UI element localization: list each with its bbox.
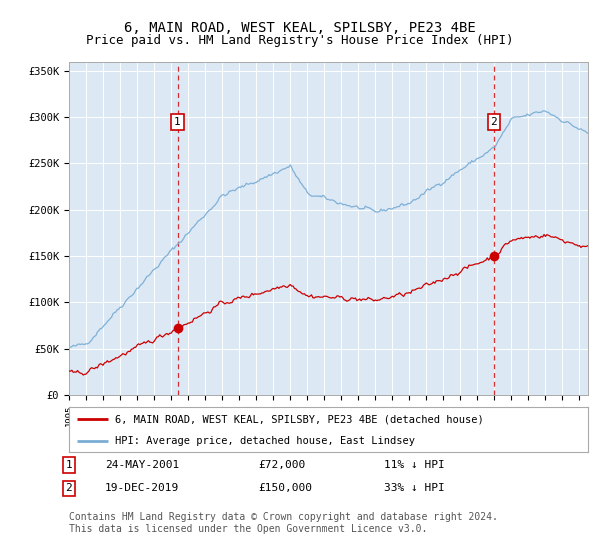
Text: 1: 1 — [65, 460, 73, 470]
Text: 6, MAIN ROAD, WEST KEAL, SPILSBY, PE23 4BE: 6, MAIN ROAD, WEST KEAL, SPILSBY, PE23 4… — [124, 21, 476, 35]
Text: £150,000: £150,000 — [258, 483, 312, 493]
Text: 24-MAY-2001: 24-MAY-2001 — [105, 460, 179, 470]
Text: 33% ↓ HPI: 33% ↓ HPI — [384, 483, 445, 493]
Text: HPI: Average price, detached house, East Lindsey: HPI: Average price, detached house, East… — [115, 436, 415, 446]
Text: 2: 2 — [65, 483, 73, 493]
Text: Contains HM Land Registry data © Crown copyright and database right 2024.
This d: Contains HM Land Registry data © Crown c… — [69, 512, 498, 534]
Text: 2: 2 — [490, 117, 497, 127]
Text: 11% ↓ HPI: 11% ↓ HPI — [384, 460, 445, 470]
Text: £72,000: £72,000 — [258, 460, 305, 470]
Text: 1: 1 — [174, 117, 181, 127]
Text: Price paid vs. HM Land Registry's House Price Index (HPI): Price paid vs. HM Land Registry's House … — [86, 34, 514, 46]
Text: 6, MAIN ROAD, WEST KEAL, SPILSBY, PE23 4BE (detached house): 6, MAIN ROAD, WEST KEAL, SPILSBY, PE23 4… — [115, 414, 484, 424]
Text: 19-DEC-2019: 19-DEC-2019 — [105, 483, 179, 493]
